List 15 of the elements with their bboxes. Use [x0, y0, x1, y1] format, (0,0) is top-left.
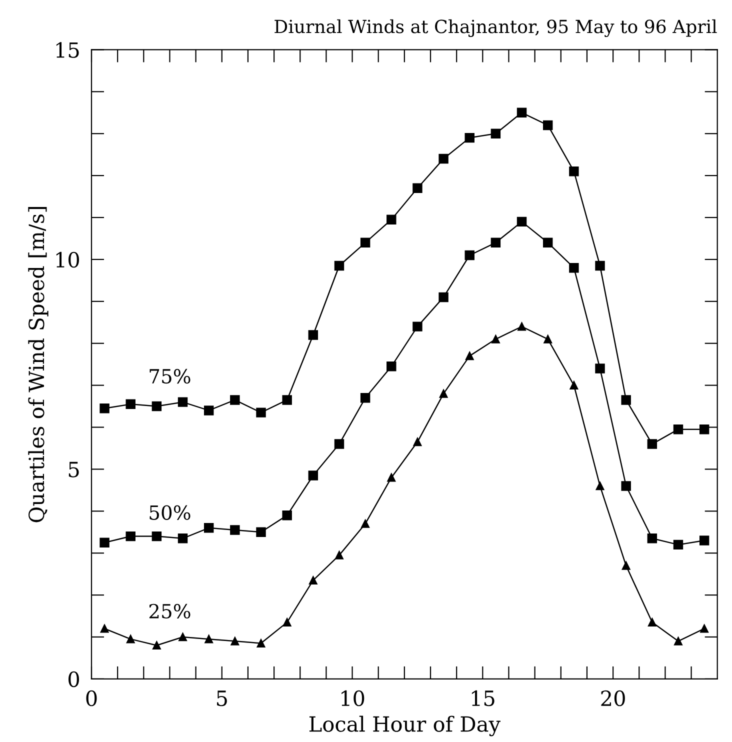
y-tick-label: 5 — [68, 462, 79, 478]
y-tick-label: 0 — [68, 671, 80, 688]
y-tick-label: 10 — [56, 252, 80, 268]
series-label: 25% — [149, 604, 190, 619]
y-axis-title: Quartiles of Wind Speed [m/s] — [28, 207, 48, 522]
x-tick-label: 20 — [601, 690, 625, 706]
x-tick-label: 10 — [342, 690, 364, 706]
x-axis-title: Local Hour of Day — [309, 716, 500, 736]
x-tick-label: 5 — [217, 690, 227, 706]
series-label: 50% — [150, 505, 190, 520]
x-tick-label: 0 — [86, 690, 97, 706]
chart-title: Diurnal Winds at Chajnantor, 95 May to 96 April — [274, 19, 717, 38]
y-tick-label: 15 — [56, 42, 79, 58]
x-tick-label: 15 — [472, 690, 494, 706]
series-label: 75% — [150, 368, 190, 384]
